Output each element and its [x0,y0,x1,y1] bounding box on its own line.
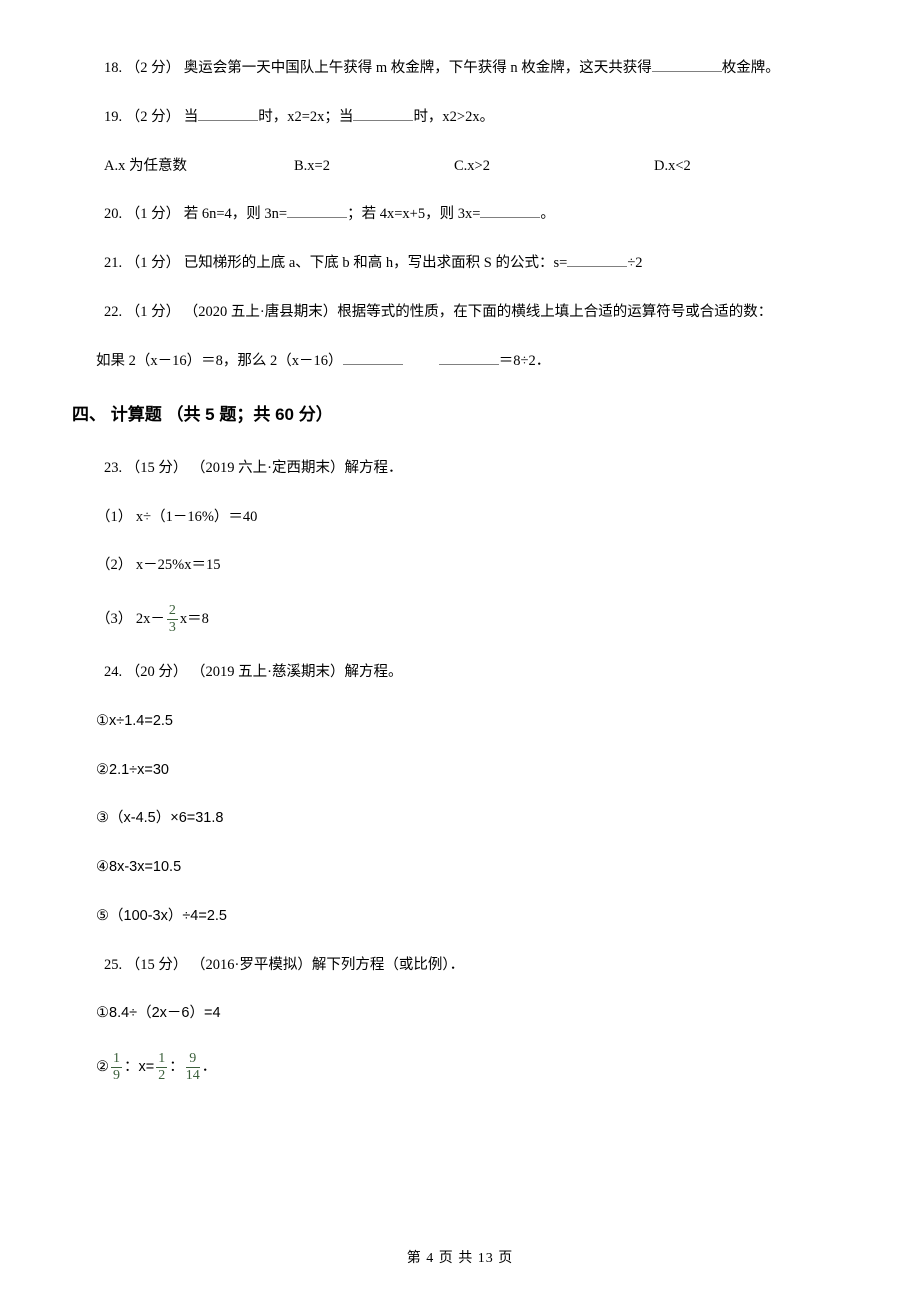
question-19: 19. （2 分） 当 时，x2=2x；当 时，x2>2x。 [104,107,848,129]
q19-mid2: 时，x2>2x。 [413,109,494,125]
q25-p2-mid2: ： [169,1057,184,1079]
q23-p3-prefix: （3） 2x－ [96,609,165,631]
option-c: C.x>2 [454,156,654,178]
question-22-line1: 22. （1 分） （2020 五上·唐县期末）根据等式的性质，在下面的横线上填… [104,302,848,324]
blank [198,120,258,121]
question-18: 18. （2 分） 奥运会第一天中国队上午获得 m 枚金牌，下午获得 n 枚金牌… [104,58,848,80]
question-24-part4: ④8x-3x=10.5 [96,857,848,879]
option-b: B.x=2 [294,156,454,178]
numerator: 9 [186,1052,200,1068]
question-25-part1: ①8.4÷（2x－6）=4 [96,1003,848,1025]
q19-prefix: 19. （2 分） 当 [104,109,198,125]
question-24-part2: ②2.1÷x=30 [96,760,848,782]
page-content: 18. （2 分） 奥运会第一天中国队上午获得 m 枚金牌，下午获得 n 枚金牌… [72,58,848,1083]
numerator: 2 [167,604,178,620]
option-a: A.x 为任意数 [104,156,294,178]
blank [480,217,540,218]
q22-line1: 22. （1 分） （2020 五上·唐县期末）根据等式的性质，在下面的横线上填… [104,304,772,320]
question-23-part1: （1） x÷（1－16%）＝40 [96,507,848,529]
blank [353,120,413,121]
fraction-2-3: 2 3 [167,604,178,635]
question-20: 20. （1 分） 若 6n=4，则 3n= ；若 4x=x+5，则 3x= 。 [104,204,848,226]
numerator: 1 [111,1052,122,1068]
question-23-header: 23. （15 分） （2019 六上·定西期末）解方程． [104,458,848,480]
blank [439,364,499,365]
question-21: 21. （1 分） 已知梯形的上底 a、下底 b 和高 h，写出求面积 S 的公… [104,253,848,275]
blank [567,266,627,267]
fraction-1-2: 1 2 [156,1052,167,1083]
denominator: 14 [186,1068,200,1083]
question-24-part5: ⑤（100-3x）÷4=2.5 [96,906,848,928]
q19-mid1: 时，x2=2x；当 [258,109,353,125]
question-25-part2: ② 1 9 ：x= 1 2 ： 9 14 ． [96,1052,848,1083]
question-23-part2: （2） x－25%x＝15 [96,555,848,577]
q25-p2-mid1: ：x= [124,1057,154,1079]
question-24-part3: ③（x-4.5）×6=31.8 [96,808,848,830]
denominator: 2 [156,1068,167,1083]
q23-p3-suffix: x＝8 [180,609,209,631]
q18-suffix: 枚金牌。 [722,60,780,76]
blank [343,364,403,365]
question-19-options: A.x 为任意数 B.x=2 C.x>2 D.x<2 [104,156,848,178]
blank [287,217,347,218]
q22-line2-suffix: ＝8÷2． [499,353,550,369]
numerator: 1 [156,1052,167,1068]
denominator: 3 [167,620,178,635]
question-24-header: 24. （20 分） （2019 五上·慈溪期末）解方程。 [104,662,848,684]
option-d: D.x<2 [654,156,691,178]
question-23-part3: （3） 2x－ 2 3 x＝8 [96,604,848,635]
page-footer: 第 4 页 共 13 页 [0,1247,920,1267]
q21-suffix: ÷2 [627,255,642,271]
denominator: 9 [111,1068,122,1083]
q25-p2-suffix: ． [202,1057,217,1079]
fraction-9-14: 9 14 [186,1052,200,1083]
blank [652,71,722,72]
q20-mid: ；若 4x=x+5，则 3x= [347,206,480,222]
section-4-header: 四、 计算题 （共 5 题；共 60 分） [72,402,848,428]
q18-prefix: 18. （2 分） 奥运会第一天中国队上午获得 m 枚金牌，下午获得 n 枚金牌… [104,60,652,76]
q25-p2-prefix: ② [96,1057,109,1079]
q20-suffix: 。 [540,206,555,222]
question-22-line2: 如果 2（x－16）＝8，那么 2（x－16） ＝8÷2． [96,351,848,373]
q22-line2-prefix: 如果 2（x－16）＝8，那么 2（x－16） [96,353,343,369]
q20-prefix: 20. （1 分） 若 6n=4，则 3n= [104,206,287,222]
question-25-header: 25. （15 分） （2016·罗平模拟）解下列方程（或比例）． [104,955,848,977]
q21-prefix: 21. （1 分） 已知梯形的上底 a、下底 b 和高 h，写出求面积 S 的公… [104,255,567,271]
question-24-part1: ①x÷1.4=2.5 [96,711,848,733]
fraction-1-9: 1 9 [111,1052,122,1083]
